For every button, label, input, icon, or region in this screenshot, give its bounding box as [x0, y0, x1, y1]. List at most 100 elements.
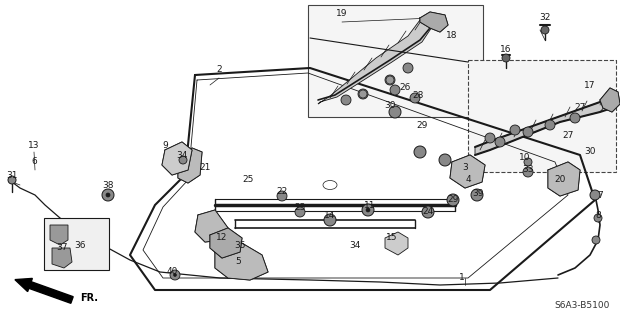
Circle shape [541, 26, 549, 34]
Text: 27: 27 [562, 131, 574, 140]
Polygon shape [162, 142, 192, 175]
Bar [44, 218, 109, 270]
Bar [308, 5, 483, 117]
Text: 33: 33 [522, 165, 534, 174]
Circle shape [571, 114, 579, 122]
Circle shape [295, 207, 305, 217]
Text: 8: 8 [595, 211, 601, 220]
Text: 25: 25 [242, 175, 254, 185]
Circle shape [510, 125, 520, 135]
Circle shape [422, 206, 434, 218]
Text: 39: 39 [472, 189, 484, 198]
Circle shape [324, 214, 336, 226]
Circle shape [358, 89, 368, 99]
Text: 6: 6 [31, 157, 37, 166]
Text: 30: 30 [584, 148, 596, 156]
Text: 15: 15 [386, 233, 398, 242]
Circle shape [592, 236, 600, 244]
Text: 12: 12 [216, 233, 228, 242]
Circle shape [471, 189, 483, 201]
Circle shape [366, 208, 370, 212]
Text: 13: 13 [29, 140, 40, 149]
Circle shape [174, 274, 177, 276]
Circle shape [485, 133, 495, 143]
Polygon shape [50, 225, 68, 245]
Text: 26: 26 [399, 83, 410, 92]
Circle shape [403, 63, 413, 73]
Circle shape [102, 189, 114, 201]
Circle shape [179, 156, 187, 164]
Polygon shape [450, 155, 485, 188]
Circle shape [502, 54, 510, 62]
Polygon shape [215, 242, 268, 280]
Circle shape [390, 85, 400, 95]
Text: 17: 17 [584, 81, 596, 90]
Text: 29: 29 [416, 121, 428, 130]
Text: 37: 37 [56, 244, 68, 252]
Text: 22: 22 [277, 188, 288, 196]
Text: 1: 1 [459, 274, 465, 283]
Circle shape [523, 127, 533, 137]
Text: 16: 16 [500, 45, 512, 54]
Text: 24: 24 [422, 207, 433, 217]
Circle shape [277, 191, 287, 201]
Text: 2: 2 [216, 66, 222, 75]
Polygon shape [52, 248, 72, 268]
Circle shape [439, 154, 451, 166]
Circle shape [570, 113, 580, 123]
Circle shape [106, 193, 110, 197]
Circle shape [495, 137, 505, 147]
Text: 34: 34 [349, 241, 361, 250]
Text: 3: 3 [462, 163, 468, 172]
Text: 35: 35 [234, 241, 246, 250]
Text: 28: 28 [412, 91, 423, 100]
Circle shape [341, 95, 351, 105]
Circle shape [359, 90, 367, 98]
Circle shape [170, 270, 180, 280]
Polygon shape [548, 162, 580, 196]
Text: 18: 18 [446, 30, 458, 39]
Text: 31: 31 [6, 171, 18, 180]
Text: 38: 38 [102, 180, 113, 189]
Text: 11: 11 [365, 201, 376, 210]
Text: S6A3-B5100: S6A3-B5100 [555, 301, 610, 310]
Circle shape [362, 204, 374, 216]
Circle shape [590, 190, 600, 200]
Bar [468, 60, 616, 172]
Polygon shape [420, 12, 448, 32]
Circle shape [414, 146, 426, 158]
Text: 36: 36 [74, 241, 86, 250]
Text: 40: 40 [166, 268, 178, 276]
Text: 19: 19 [336, 10, 348, 19]
Circle shape [410, 93, 420, 103]
Circle shape [359, 90, 367, 98]
Circle shape [594, 214, 602, 222]
Text: 30: 30 [384, 100, 396, 109]
Polygon shape [600, 88, 620, 112]
Circle shape [447, 194, 459, 206]
Text: 14: 14 [324, 211, 335, 220]
Text: 23: 23 [294, 204, 306, 212]
Polygon shape [195, 210, 228, 242]
Text: 20: 20 [554, 174, 565, 183]
Text: 9: 9 [162, 140, 168, 149]
Text: 10: 10 [520, 154, 531, 163]
Text: 5: 5 [235, 258, 241, 267]
Polygon shape [178, 148, 202, 183]
Polygon shape [385, 232, 408, 255]
FancyArrow shape [15, 278, 73, 303]
Text: 7: 7 [597, 190, 603, 199]
Text: 32: 32 [539, 13, 551, 22]
Text: 27: 27 [574, 102, 586, 111]
Circle shape [389, 106, 401, 118]
Circle shape [545, 120, 555, 130]
Polygon shape [475, 98, 612, 155]
Text: 29: 29 [447, 196, 459, 204]
Polygon shape [210, 228, 242, 258]
Circle shape [523, 167, 533, 177]
Circle shape [524, 158, 532, 166]
Circle shape [8, 176, 16, 184]
Polygon shape [318, 20, 434, 104]
Circle shape [386, 76, 394, 84]
Text: 4: 4 [465, 175, 471, 185]
